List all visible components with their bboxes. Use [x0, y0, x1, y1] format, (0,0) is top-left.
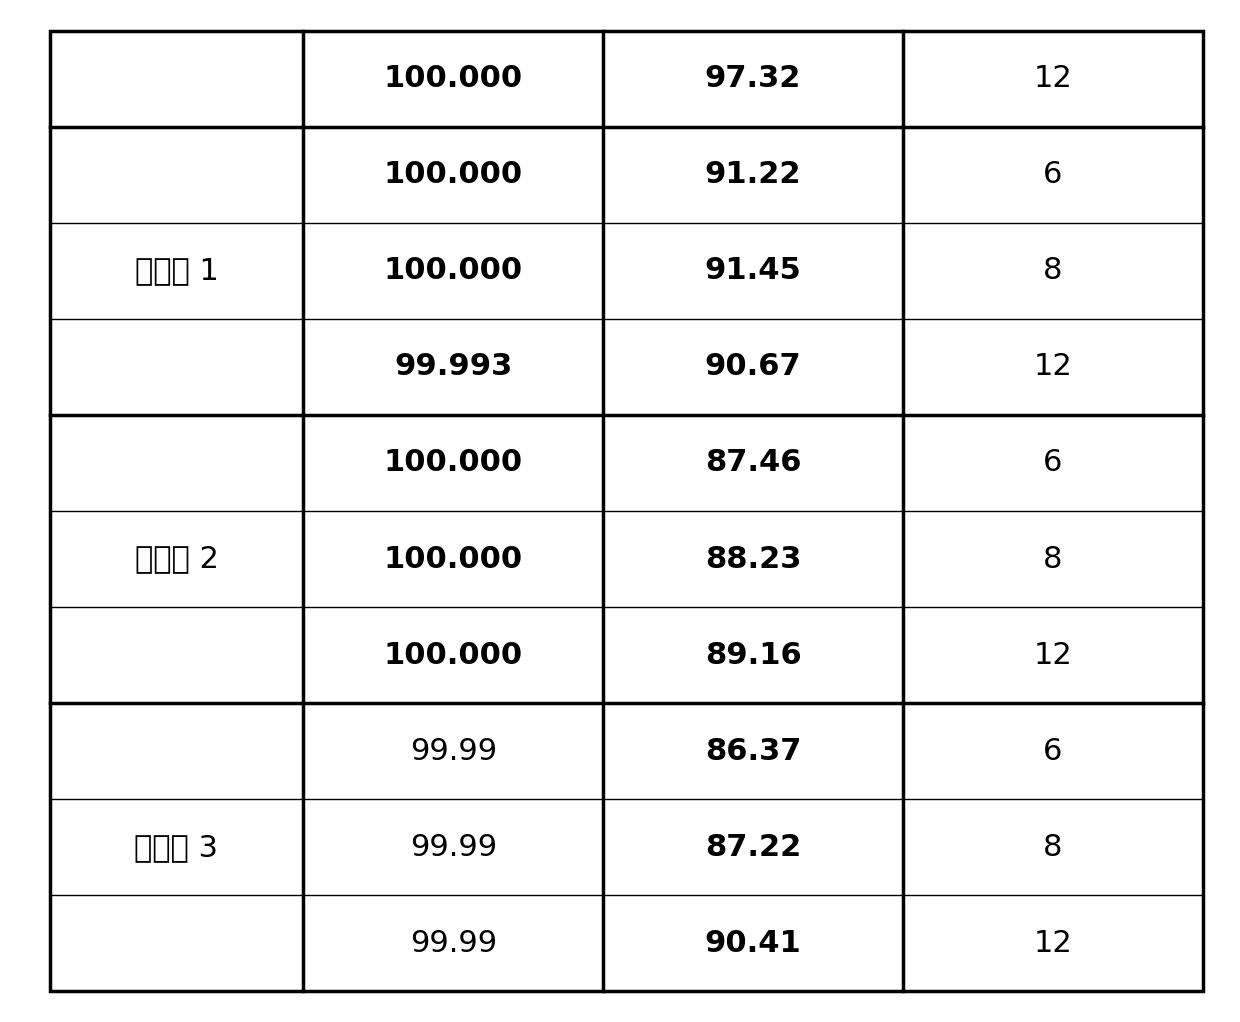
- Text: 87.46: 87.46: [704, 449, 801, 477]
- Text: 8: 8: [1043, 833, 1063, 862]
- Text: 对比例 3: 对比例 3: [134, 833, 218, 862]
- Text: 100.000: 100.000: [383, 257, 523, 285]
- Text: 8: 8: [1043, 545, 1063, 573]
- Text: 88.23: 88.23: [704, 545, 801, 573]
- Text: 90.41: 90.41: [704, 929, 801, 958]
- Text: 86.37: 86.37: [704, 737, 801, 765]
- Text: 8: 8: [1043, 257, 1063, 285]
- Text: 12: 12: [1033, 353, 1073, 381]
- Text: 100.000: 100.000: [383, 545, 523, 573]
- Text: 100.000: 100.000: [383, 64, 523, 93]
- Text: 99.99: 99.99: [409, 737, 497, 765]
- Text: 12: 12: [1033, 64, 1073, 93]
- Text: 12: 12: [1033, 641, 1073, 669]
- Text: 99.99: 99.99: [409, 833, 497, 862]
- Text: 91.45: 91.45: [704, 257, 801, 285]
- Text: 6: 6: [1043, 160, 1063, 189]
- Text: 99.993: 99.993: [394, 353, 512, 381]
- Text: 100.000: 100.000: [383, 160, 523, 189]
- Text: 100.000: 100.000: [383, 449, 523, 477]
- Text: 对比例 1: 对比例 1: [134, 257, 218, 285]
- Text: 6: 6: [1043, 737, 1063, 765]
- Text: 100.000: 100.000: [383, 641, 523, 669]
- Text: 90.67: 90.67: [704, 353, 801, 381]
- Text: 97.32: 97.32: [704, 64, 801, 93]
- Text: 89.16: 89.16: [704, 641, 801, 669]
- Text: 91.22: 91.22: [704, 160, 801, 189]
- Text: 对比例 2: 对比例 2: [134, 545, 218, 573]
- Text: 99.99: 99.99: [409, 929, 497, 958]
- Text: 87.22: 87.22: [704, 833, 801, 862]
- Text: 12: 12: [1033, 929, 1073, 958]
- Text: 6: 6: [1043, 449, 1063, 477]
